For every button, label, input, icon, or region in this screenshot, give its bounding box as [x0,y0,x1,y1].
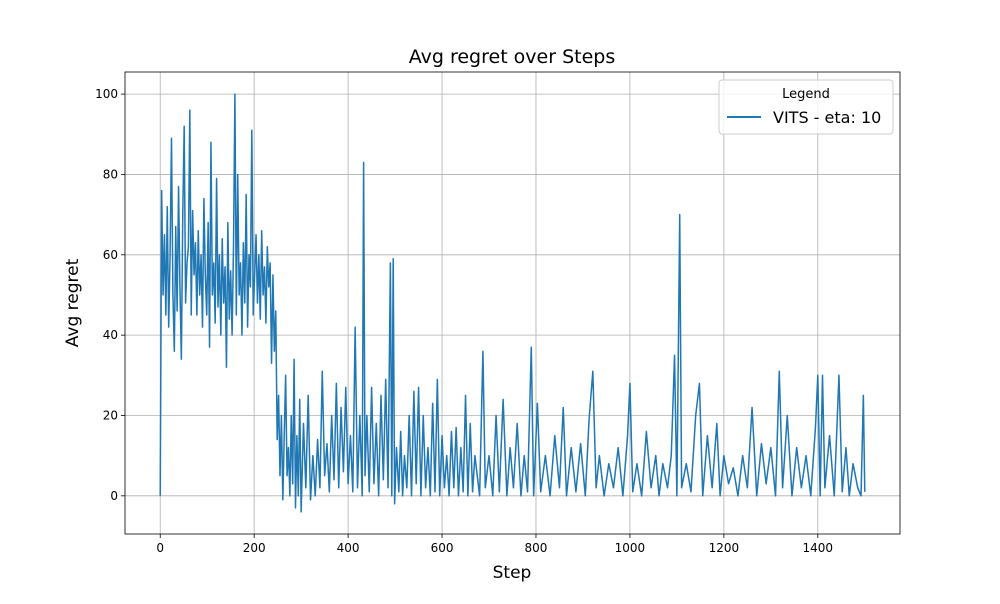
chart-title: Avg regret over Steps [409,46,616,68]
legend-label: VITS - eta: 10 [773,108,881,127]
x-tick-label: 600 [431,541,454,555]
y-tick-label: 100 [95,87,118,101]
x-tick-label: 800 [525,541,548,555]
y-tick-label: 0 [110,489,118,503]
y-axis-label: Avg regret [63,258,83,347]
x-tick-label: 1200 [709,541,740,555]
x-tick-label: 200 [243,541,266,555]
line-series [159,93,866,513]
axes-frame [124,71,901,535]
y-tick-label: 40 [103,328,118,342]
x-tick-label: 1400 [803,541,834,555]
x-tick-label: 0 [156,541,164,555]
y-tick-label: 20 [103,408,118,422]
x-tick-label: 400 [337,541,360,555]
x-tick-label: 1000 [615,541,646,555]
y-tick-label: 80 [103,167,118,181]
x-axis-label: Step [493,563,532,583]
y-tick-label: 60 [103,248,118,262]
legend-title: Legend [782,87,830,102]
legend-box [718,79,894,135]
